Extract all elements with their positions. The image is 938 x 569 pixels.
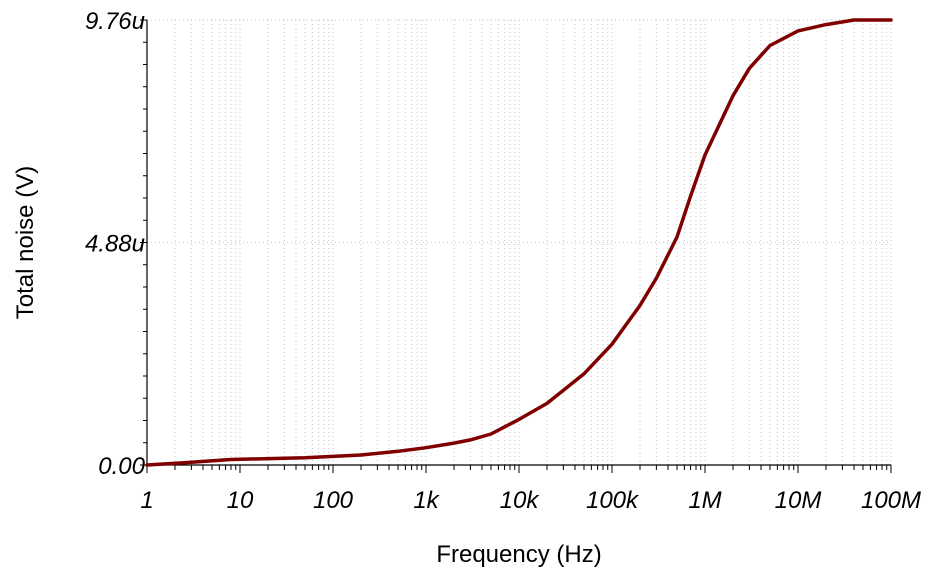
axes xyxy=(140,19,892,473)
x-tick-label: 10 xyxy=(227,487,254,514)
x-tick-label: 1k xyxy=(413,487,440,514)
y-tick-label: 0.00 xyxy=(98,453,145,480)
y-tick-label: 9.76u xyxy=(85,8,145,35)
grid xyxy=(147,19,892,465)
x-tick-label: 10M xyxy=(775,487,822,514)
y-axis-title: Total noise (V) xyxy=(12,166,39,319)
x-tick-label: 10k xyxy=(500,487,541,514)
y-tick-label: 4.88u xyxy=(85,231,145,258)
x-axis-title: Frequency (Hz) xyxy=(436,541,601,568)
x-tick-label: 1M xyxy=(688,487,721,514)
x-tick-label: 100 xyxy=(313,487,354,514)
series-line xyxy=(145,18,893,467)
x-tick-label: 1 xyxy=(140,487,153,514)
x-tick-label: 100M xyxy=(861,487,921,514)
tick-labels: 1 10 100 1k 10k 100k 1M 10M 100M 0.00 4.88u 9.76u xyxy=(85,8,921,514)
series-layer xyxy=(145,18,893,467)
x-tick-label: 100k xyxy=(586,487,640,514)
